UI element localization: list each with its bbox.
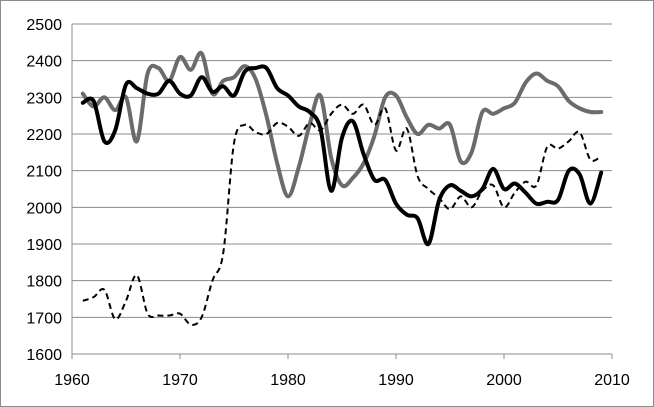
y-tick-label-2300: 2300 xyxy=(26,90,62,107)
y-tick-label-1700: 1700 xyxy=(26,310,62,327)
x-tick-label-1980: 1980 xyxy=(270,372,306,389)
y-tick-label-2400: 2400 xyxy=(26,54,62,71)
series-line-2 xyxy=(80,50,604,199)
series-line-3 xyxy=(82,103,602,326)
x-tick-label-1960: 1960 xyxy=(54,372,90,389)
x-tick-label-1990: 1990 xyxy=(378,372,414,389)
series-line-1 xyxy=(80,64,604,247)
y-tick-label-1600: 1600 xyxy=(26,347,62,364)
y-tick-label-2000: 2000 xyxy=(26,200,62,217)
x-tick-label-1970: 1970 xyxy=(162,372,198,389)
y-tick-label-2200: 2200 xyxy=(26,127,62,144)
y-tick-label-2500: 2500 xyxy=(26,17,62,34)
gridlines xyxy=(72,23,612,318)
x-tick-label-2010: 2010 xyxy=(594,372,630,389)
y-tick-label-1900: 1900 xyxy=(26,237,62,254)
series-lines xyxy=(80,50,604,326)
y-tick-label-1800: 1800 xyxy=(26,274,62,291)
y-tick-labels: 1600 1700 1800 1900 2000 2100 2200 2300 2400 2500 xyxy=(26,17,62,364)
x-tick-labels: 1960 1970 1980 1990 2000 2010 xyxy=(54,372,630,389)
axes xyxy=(71,24,613,359)
x-tick-label-2000: 2000 xyxy=(486,372,522,389)
y-tick-label-2100: 2100 xyxy=(26,164,62,181)
